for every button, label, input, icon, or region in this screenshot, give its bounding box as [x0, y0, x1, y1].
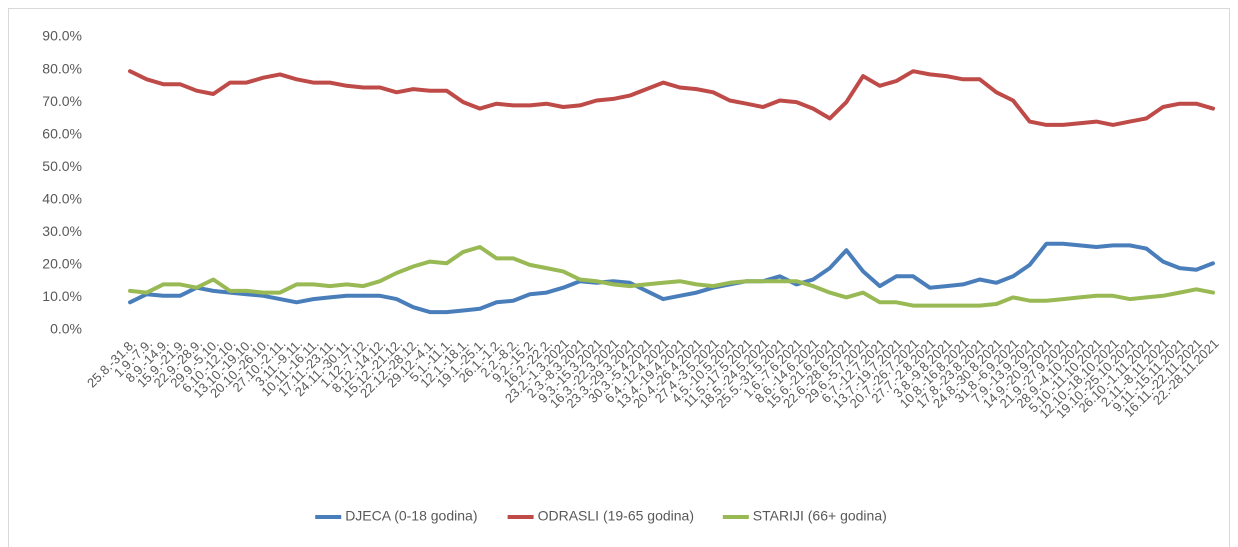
y-tick-label: 60.0%	[42, 125, 82, 141]
legend-label: DJECA (0-18 godina)	[345, 508, 477, 524]
y-tick-label: 20.0%	[42, 256, 82, 272]
legend-label: ODRASLI (19-65 godina)	[538, 508, 694, 524]
data-line	[128, 241, 1215, 315]
data-line	[128, 245, 1215, 308]
y-tick-label: 90.0%	[42, 28, 82, 44]
y-tick-label: 80.0%	[42, 60, 82, 76]
data-line	[128, 69, 1215, 127]
y-tick-label: 70.0%	[42, 93, 82, 109]
y-tick-label: 40.0%	[42, 190, 82, 206]
y-tick-label: 0.0%	[50, 321, 82, 337]
y-tick-label: 10.0%	[42, 288, 82, 304]
legend-label: STARIJI (66+ godina)	[753, 508, 887, 524]
y-tick-label: 30.0%	[42, 223, 82, 239]
y-tick-label: 50.0%	[42, 158, 82, 174]
